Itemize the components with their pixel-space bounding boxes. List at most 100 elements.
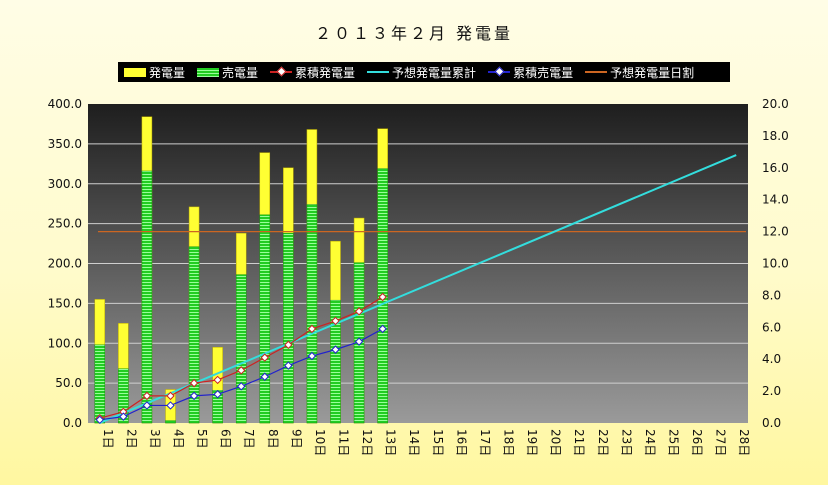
x-tick-label: 5日 (195, 429, 209, 449)
legend-symbol (270, 66, 293, 77)
point-cumulative-generation (213, 375, 222, 385)
legend-symbol (367, 71, 390, 73)
x-tick-label: 28日 (737, 429, 751, 456)
line-forecast-cumulative (99, 154, 737, 424)
x-tick-label: 23日 (619, 429, 633, 456)
legend-label: 予想発電量累計 (392, 65, 477, 80)
x-tick-label: 22日 (596, 429, 610, 456)
y-right-tick-label: 12.0 (762, 225, 789, 239)
point-cumulative-sold (260, 372, 269, 381)
point-cumulative-generation (331, 316, 340, 326)
bar-sold (94, 344, 106, 424)
point-cumulative-sold (237, 382, 246, 391)
x-tick-label: 18日 (502, 429, 516, 456)
point-cumulative-generation (378, 292, 387, 302)
x-tick-label: 16日 (454, 429, 468, 456)
y-right-tick-label: 16.0 (762, 161, 789, 175)
x-tick-label: 19日 (525, 429, 539, 456)
x-tick-label: 2日 (124, 429, 138, 449)
x-tick-label: 4日 (172, 429, 186, 449)
bar-sold (118, 368, 129, 424)
bar-sold (306, 204, 318, 424)
point-cumulative-generation (166, 391, 175, 401)
legend-symbol (585, 71, 608, 73)
legend-label: 売電量 (222, 65, 259, 80)
legend-item: 売電量 (197, 64, 258, 81)
y-right-tick-label: 14.0 (762, 193, 789, 207)
y-left-tick-label: 0.0 (63, 416, 82, 430)
legend-item: 予想発電量日割 (585, 64, 694, 81)
y-left-tick-label: 50.0 (55, 376, 82, 390)
bar-sold (259, 214, 271, 424)
y-right-tick-label: 2.0 (762, 384, 781, 398)
point-cumulative-sold (284, 361, 293, 370)
legend-symbol (488, 66, 511, 77)
bar-sold (235, 274, 247, 424)
point-cumulative-generation (260, 353, 269, 362)
y-right-tick-label: 4.0 (762, 352, 781, 366)
legend-item: 累積売電量 (488, 64, 573, 81)
x-tick-label: 21日 (572, 429, 586, 456)
y-left-tick-label: 400.0 (48, 97, 82, 111)
x-tick-label: 24日 (643, 429, 657, 456)
x-tick-label: 26日 (690, 429, 704, 456)
point-cumulative-sold (378, 324, 387, 334)
legend-symbol (197, 67, 220, 77)
y-right-tick-label: 18.0 (762, 129, 789, 143)
x-tick-label: 11日 (337, 429, 351, 456)
point-cumulative-sold (331, 345, 340, 354)
point-cumulative-sold (213, 390, 222, 399)
y-left-tick-label: 300.0 (48, 177, 82, 191)
legend-label: 発電量 (149, 65, 186, 80)
bar-sold (330, 299, 341, 424)
y-right-tick-label: 10.0 (762, 257, 789, 271)
legend-symbol (124, 67, 146, 77)
y-right-tick-label: 8.0 (762, 288, 781, 302)
x-tick-label: 7日 (242, 429, 256, 449)
x-tick-label: 9日 (289, 429, 303, 449)
y-right-tick-label: 0.0 (762, 416, 781, 430)
bar-sold (141, 170, 153, 424)
y-left-tick-label: 200.0 (48, 257, 82, 271)
y-right-tick-label: 6.0 (762, 320, 781, 334)
x-tick-label: 13日 (384, 429, 398, 456)
y-left-tick-label: 150.0 (48, 296, 82, 310)
point-cumulative-sold (354, 337, 364, 346)
x-tick-label: 8日 (266, 429, 280, 449)
legend-item: 累積発電量 (270, 64, 355, 81)
legend-item: 発電量 (124, 64, 185, 81)
y-left-tick-label: 100.0 (48, 336, 82, 350)
point-cumulative-generation (284, 340, 293, 350)
point-cumulative-sold (189, 391, 199, 401)
bar-sold (283, 232, 294, 424)
x-tick-label: 17日 (478, 429, 492, 456)
point-cumulative-sold (307, 351, 317, 361)
point-cumulative-generation (307, 324, 317, 334)
y-right-tick-label: 20.0 (762, 97, 789, 111)
legend-label: 累積売電量 (513, 65, 574, 80)
point-cumulative-sold (166, 401, 175, 410)
legend: 発電量 売電量 累積発電量 予想発電量累計 累積売電量 予想発電量日割 (118, 62, 730, 82)
x-tick-label: 15日 (431, 429, 445, 456)
x-tick-label: 20日 (549, 429, 563, 456)
x-tick-label: 10日 (313, 429, 327, 456)
x-tick-label: 12日 (360, 429, 374, 456)
point-cumulative-generation (189, 378, 199, 388)
point-cumulative-sold (119, 412, 128, 421)
point-cumulative-generation (142, 391, 152, 401)
x-tick-label: 25日 (667, 429, 681, 456)
point-cumulative-generation (237, 366, 246, 375)
legend-item: 予想発電量累計 (367, 64, 476, 81)
point-cumulative-sold (142, 401, 152, 410)
legend-label: 予想発電量日割 (610, 65, 695, 80)
bar-sold (188, 246, 200, 424)
y-left-tick-label: 350.0 (48, 137, 82, 151)
x-tick-label: 27日 (714, 429, 728, 456)
point-cumulative-generation (354, 307, 364, 316)
x-tick-label: 3日 (148, 429, 162, 449)
bar-sold (165, 420, 176, 424)
x-tick-label: 6日 (219, 429, 233, 449)
x-tick-label: 14日 (407, 429, 421, 456)
